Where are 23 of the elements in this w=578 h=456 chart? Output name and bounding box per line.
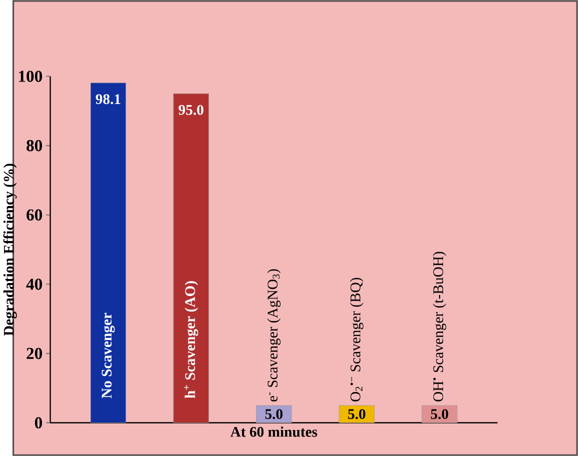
y-tick-label: 0 [34,417,42,428]
bar [422,405,458,423]
y-tick-label: 80 [26,140,42,152]
bar [256,405,292,423]
x-tick-label: h$^{+}$ Scavenger (AO) [184,281,198,398]
x-tick-label: O$_{2}$$^{•−}$ Scavenger (BQ) [350,278,364,402]
x-tick-label: e$^{-}$ Scavenger (AgNO$_{3}$) [267,269,281,402]
y-tick-label: 60 [26,209,42,221]
bar [338,405,375,423]
x-tick-label: OH$^{•}$ Scavenger (t-BuOH) [432,252,446,402]
x-axis-title: At 60 minutes [230,426,318,437]
y-tick-label: 40 [26,278,42,290]
data-label: 5.0 [348,409,366,420]
y-axis-title: Degradation Efficiency (%) [3,164,17,336]
y-tick-label: 100 [19,70,42,82]
bar [90,82,126,423]
y-tick-label: 20 [26,348,42,360]
data-label: 5.0 [430,409,448,420]
bar [173,93,209,423]
data-label: 5.0 [265,409,283,420]
data-label: 95.0 [178,104,204,115]
data-label: 98.1 [96,94,120,104]
x-tick-label: No Scavenger [102,312,115,398]
